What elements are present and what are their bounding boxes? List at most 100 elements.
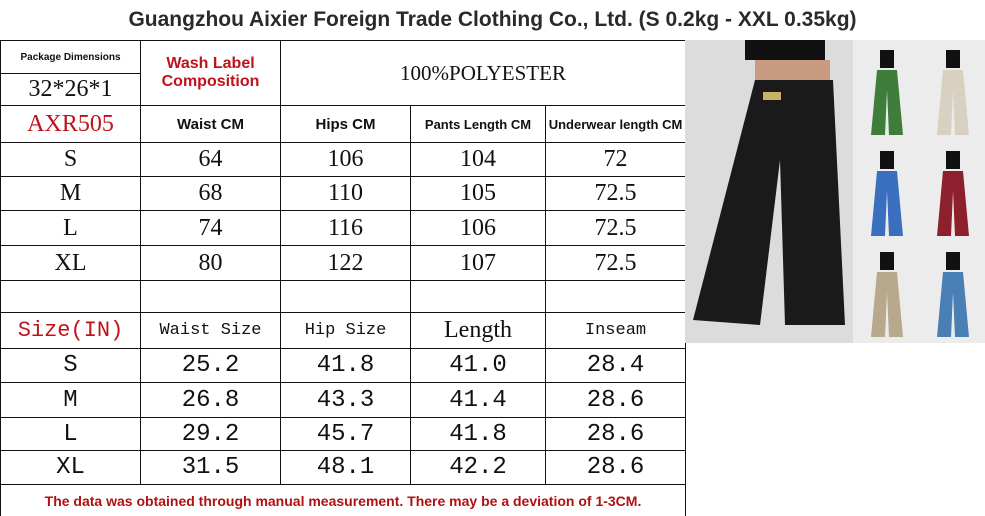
cm-value-cell: 122 xyxy=(280,245,411,281)
cm-value-cell-text: 80 xyxy=(198,249,223,276)
thumb-pants xyxy=(937,272,969,337)
cm-value-cell: 64 xyxy=(140,142,281,177)
cm-value-cell: 72.5 xyxy=(545,245,686,281)
size-cell: M xyxy=(0,382,141,418)
empty-cell xyxy=(545,280,686,313)
cm-value-cell: 72.5 xyxy=(545,210,686,246)
size-in-label-text: Size(IN) xyxy=(17,318,124,343)
in-value-cell: 45.7 xyxy=(280,417,411,451)
in-value-cell-text: 28.6 xyxy=(586,420,645,448)
in-header-text: Waist Size xyxy=(159,321,262,340)
size-cell: L xyxy=(0,417,141,451)
in-value-cell-text: 29.2 xyxy=(181,420,240,448)
empty-cell xyxy=(280,280,411,313)
cm-value-cell-text: 64 xyxy=(198,146,223,172)
in-value-cell: 41.4 xyxy=(410,382,546,418)
cm-header-text: Hips CM xyxy=(315,115,376,133)
size-cell-text: XL xyxy=(56,454,85,481)
style-code: AXR505 xyxy=(0,105,141,143)
in-value-cell: 28.4 xyxy=(545,348,686,383)
size-in-label: Size(IN) xyxy=(0,312,141,349)
thumb-top xyxy=(946,151,960,169)
thumb-top xyxy=(946,50,960,68)
thumb-pants xyxy=(871,272,903,337)
empty-cell xyxy=(410,280,546,313)
composition: 100%POLYESTER xyxy=(280,40,686,106)
size-cell: L xyxy=(0,210,141,246)
measurement-note-text: The data was obtained through manual mea… xyxy=(44,492,642,509)
in-header: Length xyxy=(410,312,546,349)
composition-text: 100%POLYESTER xyxy=(400,60,566,85)
size-cell-text: XL xyxy=(54,249,87,276)
in-value-cell: 41.0 xyxy=(410,348,546,383)
page-title: Guangzhou Aixier Foreign Trade Clothing … xyxy=(128,8,857,31)
cm-value-cell-text: 72.5 xyxy=(594,249,637,276)
cm-value-cell: 106 xyxy=(280,142,411,177)
in-value-cell-text: 28.6 xyxy=(586,454,645,481)
cm-value-cell-text: 72.5 xyxy=(594,214,637,241)
cm-header: Waist CM xyxy=(140,105,281,143)
main-photo-pants xyxy=(693,80,845,325)
in-header-text: Length xyxy=(444,317,512,343)
cm-header-text: Waist CM xyxy=(177,115,244,133)
thumb-top xyxy=(880,252,894,270)
thumb-pants xyxy=(937,171,969,236)
style-code-text: AXR505 xyxy=(27,110,114,137)
cm-value-cell-text: 74 xyxy=(198,214,223,241)
cm-value-cell: 72.5 xyxy=(545,176,686,211)
cm-value-cell-text: 68 xyxy=(198,180,223,206)
cm-value-cell: 110 xyxy=(280,176,411,211)
cm-value-cell: 116 xyxy=(280,210,411,246)
cm-value-cell-text: 104 xyxy=(460,146,496,172)
size-cell: XL xyxy=(0,245,141,281)
in-value-cell: 28.6 xyxy=(545,382,686,418)
in-value-cell-text: 45.7 xyxy=(316,420,375,448)
in-value-cell-text: 42.2 xyxy=(449,454,507,481)
in-value-cell-text: 43.3 xyxy=(316,386,375,414)
in-value-cell: 41.8 xyxy=(280,348,411,383)
in-value-cell: 25.2 xyxy=(140,348,281,383)
cm-header-text: Underwear length CM xyxy=(548,116,683,132)
package-dimensions-label: Package Dimensions xyxy=(0,40,141,74)
in-value-cell-text: 26.8 xyxy=(181,386,240,414)
size-cell-text: S xyxy=(63,146,78,172)
cm-value-cell: 80 xyxy=(140,245,281,281)
cm-value-cell-text: 122 xyxy=(327,249,364,276)
in-value-cell-text: 41.8 xyxy=(449,420,507,448)
package-dimensions-value: 32*26*1 xyxy=(0,73,141,106)
cm-header: Pants Length CM xyxy=(410,105,546,143)
package-dimensions-label-text: Package Dimensions xyxy=(20,51,121,63)
wash-label-heading-text: Wash Label Composition xyxy=(161,55,260,90)
in-header-text: Inseam xyxy=(584,321,647,340)
in-value-cell-text: 41.4 xyxy=(449,386,507,414)
cm-value-cell-text: 106 xyxy=(460,214,496,241)
cm-value-cell: 72 xyxy=(545,142,686,177)
size-cell-text: L xyxy=(63,420,78,448)
in-value-cell-text: 28.6 xyxy=(586,386,645,414)
size-cell-text: M xyxy=(63,386,78,414)
size-cell-text: L xyxy=(63,214,78,241)
cm-value-cell: 105 xyxy=(410,176,546,211)
in-value-cell-text: 31.5 xyxy=(181,454,240,481)
in-header-text: Hip Size xyxy=(304,321,387,340)
main-photo-buckle xyxy=(763,92,781,100)
thumb-top xyxy=(946,252,960,270)
measurement-note: The data was obtained through manual mea… xyxy=(0,484,686,516)
thumb-pants xyxy=(871,70,903,135)
in-value-cell: 42.2 xyxy=(410,450,546,485)
in-value-cell: 28.6 xyxy=(545,417,686,451)
in-header: Inseam xyxy=(545,312,686,349)
in-header: Waist Size xyxy=(140,312,281,349)
size-cell: S xyxy=(0,142,141,177)
cm-value-cell-text: 106 xyxy=(327,146,364,172)
cm-header: Underwear length CM xyxy=(545,105,686,143)
cm-value-cell-text: 107 xyxy=(460,249,496,276)
in-value-cell-text: 28.4 xyxy=(586,352,645,379)
cm-value-cell: 104 xyxy=(410,142,546,177)
cm-value-cell-text: 110 xyxy=(327,180,364,206)
in-value-cell: 26.8 xyxy=(140,382,281,418)
in-value-cell: 31.5 xyxy=(140,450,281,485)
size-cell-text: M xyxy=(59,180,82,206)
cm-value-cell: 107 xyxy=(410,245,546,281)
